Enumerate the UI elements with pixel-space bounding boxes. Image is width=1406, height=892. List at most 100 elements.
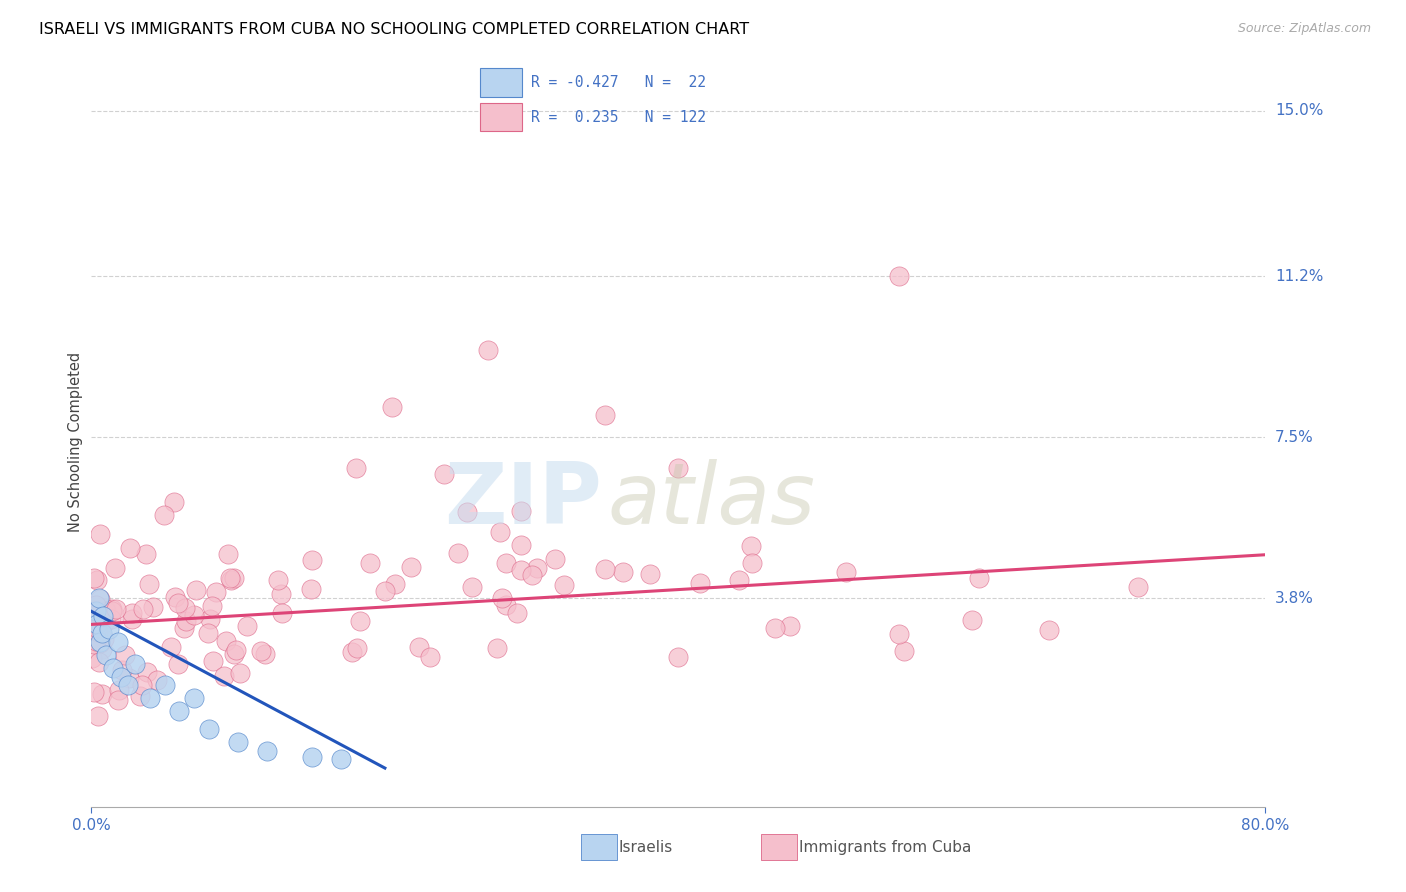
Point [267,573,290,587]
Point [111,663,134,677]
Point [124,657,146,671]
Point [183,691,205,706]
Point [84,633,107,648]
Text: 3.8%: 3.8% [1275,591,1315,606]
Point [225,643,247,657]
Point [299,582,322,597]
Point [87,591,110,606]
Point [381,400,404,414]
Point [83,685,105,699]
Point [488,524,510,539]
Point [138,576,160,591]
Point [86,574,108,588]
Point [447,546,470,560]
Point [94,604,117,618]
Point [226,735,249,749]
Point [100,611,122,625]
Point [107,635,129,649]
Point [91,608,114,623]
Point [544,552,567,566]
Point [91,642,114,657]
Point [201,599,224,614]
Point [98,622,121,636]
Point [89,526,111,541]
Point [510,538,533,552]
Point [169,705,191,719]
Point [486,641,509,656]
Point [689,575,711,590]
Point [433,467,456,482]
Point [301,750,323,764]
Point [87,709,110,723]
Point [250,644,273,658]
Point [80,603,103,617]
Point [197,722,219,736]
Point [1038,623,1060,637]
Point [89,635,111,649]
Point [89,592,111,607]
Point [120,541,142,555]
Point [90,626,112,640]
Y-axis label: No Schooling Completed: No Schooling Completed [67,351,83,532]
Point [93,632,115,647]
Point [110,670,132,684]
Point [167,657,190,671]
Text: Israelis: Israelis [619,840,673,855]
Point [86,621,108,635]
Point [491,591,513,606]
Point [82,608,104,623]
FancyBboxPatch shape [479,103,523,131]
Point [201,654,224,668]
Point [666,650,689,665]
Point [666,460,689,475]
Point [779,618,801,632]
Text: ZIP: ZIP [444,458,602,541]
Point [254,647,277,661]
Point [87,656,110,670]
Point [82,651,104,665]
Point [129,689,152,703]
Point [217,547,239,561]
Point [108,683,131,698]
Point [967,571,990,585]
Point [1126,580,1149,594]
Point [153,508,176,523]
Text: 7.5%: 7.5% [1275,430,1313,445]
Point [107,693,129,707]
Point [212,669,235,683]
Point [236,619,259,633]
Point [740,539,762,553]
Point [408,640,430,654]
Point [495,598,517,612]
Point [186,583,208,598]
Point [163,590,186,604]
Point [495,557,517,571]
Point [887,626,910,640]
Point [893,644,915,658]
Point [204,585,226,599]
Point [114,648,136,662]
Point [94,600,117,615]
Point [763,621,786,635]
Point [135,547,157,561]
Text: atlas: atlas [607,458,815,541]
Point [84,598,107,612]
Point [198,612,221,626]
Point [477,343,499,358]
Point [93,616,115,631]
Point [401,559,423,574]
Point [374,583,396,598]
Point [132,602,155,616]
Point [86,617,108,632]
Text: Immigrants from Cuba: Immigrants from Cuba [799,840,972,855]
Point [593,409,616,423]
Text: 11.2%: 11.2% [1275,268,1323,284]
Point [349,614,371,628]
Point [90,687,112,701]
Point [101,601,124,615]
Point [612,565,634,579]
Point [329,752,352,766]
Point [301,553,323,567]
Point [256,744,278,758]
Point [83,628,105,642]
